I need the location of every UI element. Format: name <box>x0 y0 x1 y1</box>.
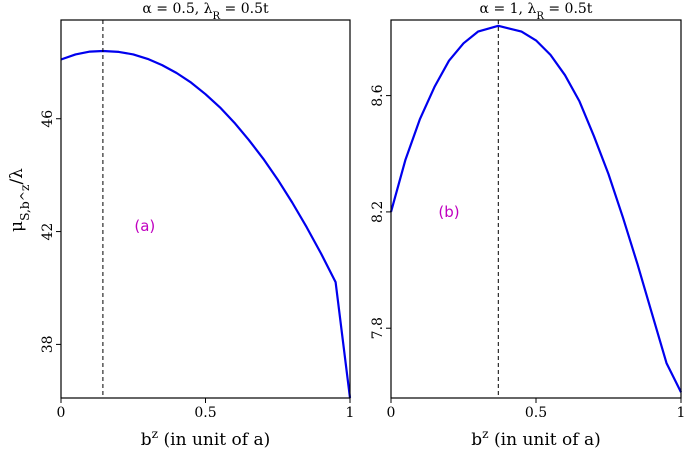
x-axis-label: bz (in unit of a) <box>471 427 600 450</box>
series-line <box>389 24 682 393</box>
panel-annotation: (a) <box>134 217 155 235</box>
y-tick-label: 46 <box>40 110 56 128</box>
y-tick-label: 38 <box>40 335 56 353</box>
x-tick-label: 0 <box>57 405 66 421</box>
plot-frame <box>60 19 351 399</box>
panel-annotation: (b) <box>438 203 459 221</box>
x-tick-label: 0 <box>387 405 396 421</box>
y-tick-label: 42 <box>40 223 56 241</box>
x-tick-label: 0.5 <box>194 405 216 421</box>
panel-title: α = 0.5, λR = 0.5t <box>142 1 269 22</box>
x-tick-label: 0.5 <box>525 405 547 421</box>
y-tick-label: 8.6 <box>370 84 386 106</box>
y-tick-label: 7.8 <box>370 317 386 339</box>
plot-frame <box>390 19 682 399</box>
panel-b: α = 1, λR = 0.5t 0 0.5 1 7.8 8.2 8.6 bz (in uni… <box>370 1 685 450</box>
panel-title: α = 1, λR = 0.5t <box>480 1 593 22</box>
x-axis-label: bz (in unit of a) <box>141 427 270 450</box>
y-axis-label: μS,b^z/λ <box>7 168 32 232</box>
x-tick-label: 1 <box>677 405 685 421</box>
x-tick-label: 1 <box>346 405 355 421</box>
series-line <box>60 49 352 399</box>
y-tick-label: 8.2 <box>370 201 386 223</box>
panel-a: α = 0.5, λR = 0.5t 0 0.5 1 38 42 46 bz (in unit… <box>40 1 354 450</box>
panels: α = 0.5, λR = 0.5t 0 0.5 1 38 42 46 bz (in unit… <box>40 1 685 450</box>
